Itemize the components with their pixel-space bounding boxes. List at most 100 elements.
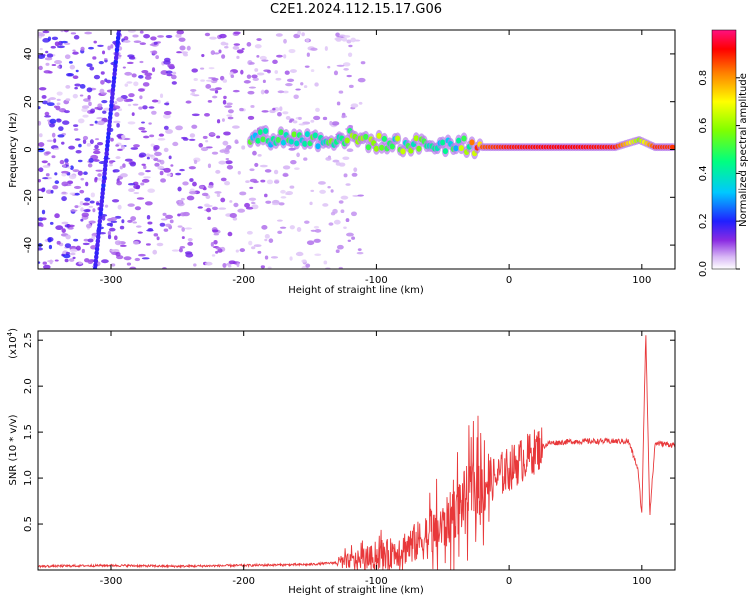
spectrogram-noise-blob [165, 129, 174, 134]
spectrogram-noise-blob [64, 258, 69, 263]
colorbar-gradient [712, 30, 736, 269]
spectrogram-noise-blob [234, 139, 239, 144]
spectrogram-noise-blob [254, 44, 262, 49]
spectrogram-y-axis-label: Frequency (Hz) [8, 112, 19, 188]
x-tick-label: 0 [506, 275, 512, 286]
spectrogram-noise-blob [138, 106, 143, 110]
spectrogram-noise-blob [44, 111, 50, 116]
spectrogram-noise-blob [314, 82, 319, 87]
spectrogram-y-ticks: -40 -20 0 20 40 [23, 48, 675, 253]
spectrogram-noise-blob [229, 200, 233, 203]
spectrogram-noise-blob [309, 201, 313, 206]
spectrogram-noise-blob [123, 36, 129, 41]
spectrogram-line-mark [669, 144, 675, 150]
spectrogram-noise-blob [310, 69, 315, 73]
spectrogram-noise-blob [89, 123, 94, 126]
spectrogram-noise-blob [61, 221, 69, 225]
spectrogram-noise-blob [175, 125, 183, 131]
spectrogram-noise-blob [178, 37, 186, 42]
spectrogram-noise-blob [170, 164, 174, 167]
spectrogram-noise-blob [154, 162, 160, 167]
spectrogram-noise-blob [153, 144, 160, 150]
spectrogram-noise-blob [101, 100, 108, 104]
spectrogram-noise-blob [232, 125, 240, 129]
spectrogram-noise-blob [163, 147, 169, 153]
spectrogram-noise-blob [237, 170, 241, 175]
chart-title: C2E1.2024.112.15.17.G06 [269, 2, 443, 17]
spectrogram-line-mark [453, 145, 459, 152]
spectrogram-noise-blob [209, 132, 216, 136]
spectrogram-noise-blob [181, 136, 188, 140]
spectrogram-noise-blob [135, 185, 140, 190]
spectrogram-noise-blob [253, 244, 262, 247]
spectrogram-noise-blob [100, 79, 105, 85]
spectrogram-noise-blob [285, 190, 294, 196]
spectrogram-noise-blob [215, 246, 222, 250]
spectrogram-noise-blob [133, 191, 140, 195]
spectrogram-noise-blob [264, 238, 268, 242]
spectrogram-noise-blob [84, 31, 93, 35]
spectrogram-noise-blob [50, 45, 57, 49]
spectrogram-noise-blob [138, 88, 145, 92]
spectrogram-noise-blob [356, 251, 364, 255]
spectrogram-noise-blob [123, 98, 131, 103]
spectrogram-noise-blob [48, 97, 57, 101]
spectrogram-noise-blob [68, 61, 73, 64]
spectrogram-noise-blob [127, 54, 135, 58]
y-tick-label: 2.0 [23, 378, 34, 394]
snr-panel: -300 -200 -100 0 100 0.5 1.0 1.5 2.0 2.5 Height … [6, 328, 676, 596]
spectrogram-noise-blob [113, 235, 118, 241]
spectrogram-noise-blob [132, 103, 139, 106]
spectrogram-noise-blob [150, 36, 157, 41]
spectrogram-noise-blob [56, 98, 61, 101]
spectrogram-noise-blob [261, 59, 269, 62]
spectrogram-noise-blob [319, 189, 326, 194]
spectrogram-noise-blob [166, 173, 172, 177]
spectrogram-noise-blob [301, 259, 307, 263]
spectrogram-noise-blob [165, 223, 172, 228]
spectrogram-noise-blob [189, 133, 196, 138]
spectrogram-noise-blob [130, 216, 137, 221]
spectrogram-noise-blob [163, 228, 169, 232]
spectrogram-noise-blob [153, 41, 158, 45]
spectrogram-noise-blob [336, 244, 344, 250]
spectrogram-noise-blob [41, 94, 47, 99]
spectrogram-line-mark [413, 135, 419, 142]
spectrogram-noise-blob [146, 229, 154, 232]
spectrogram-noise-blob [97, 44, 104, 47]
spectrogram-noise-blob [280, 196, 287, 199]
x-tick-label: -100 [365, 275, 388, 286]
spectrogram-noise-blob [278, 202, 285, 206]
spectrogram-noise-blob [38, 247, 43, 251]
spectrogram-noise-blob [127, 219, 133, 223]
spectrogram-noise-blob [275, 77, 282, 81]
spectrogram-noise-blob [88, 158, 94, 163]
spectrogram-line-mark [255, 137, 261, 144]
colorbar: 0.0 0.2 0.4 0.6 0.8 Normalized spectral ampl… [698, 29, 749, 277]
colorbar-label: Normalized spectral amplitude [738, 73, 749, 227]
spectrogram-noise-blob [114, 112, 120, 117]
spectrogram-noise-blob [272, 107, 276, 111]
spectrogram-noise-blob [343, 67, 349, 71]
spectrogram-line-mark [291, 131, 297, 138]
spectrogram-noise-blob [305, 38, 310, 42]
spectrogram-noise-blob [288, 48, 296, 54]
spectrogram-noise-blob [43, 70, 52, 74]
spectrogram-noise-blob [98, 60, 104, 65]
spectrogram-noise-blob [283, 38, 287, 44]
spectrogram-noise-blob [350, 37, 357, 43]
colorbar-tick-label: 0.4 [698, 165, 709, 181]
spectrogram-noise-blob [227, 116, 234, 120]
colorbar-frame [711, 29, 737, 270]
spectrogram-noise-blob [51, 64, 57, 67]
spectrogram-line-mark [373, 145, 380, 152]
y-tick-label: 0.5 [23, 516, 34, 532]
spectrogram-noise-blob [336, 64, 345, 67]
spectrogram-noise-blob [248, 86, 257, 89]
spectrogram-noise-blob [49, 123, 55, 128]
spectrogram-noise-blob [338, 90, 344, 94]
spectrogram-noise-blob [245, 180, 250, 184]
spectrogram-noise-blob [360, 61, 366, 65]
spectrogram-noise-blob [61, 170, 69, 174]
spectrogram-noise-blob [214, 191, 222, 194]
